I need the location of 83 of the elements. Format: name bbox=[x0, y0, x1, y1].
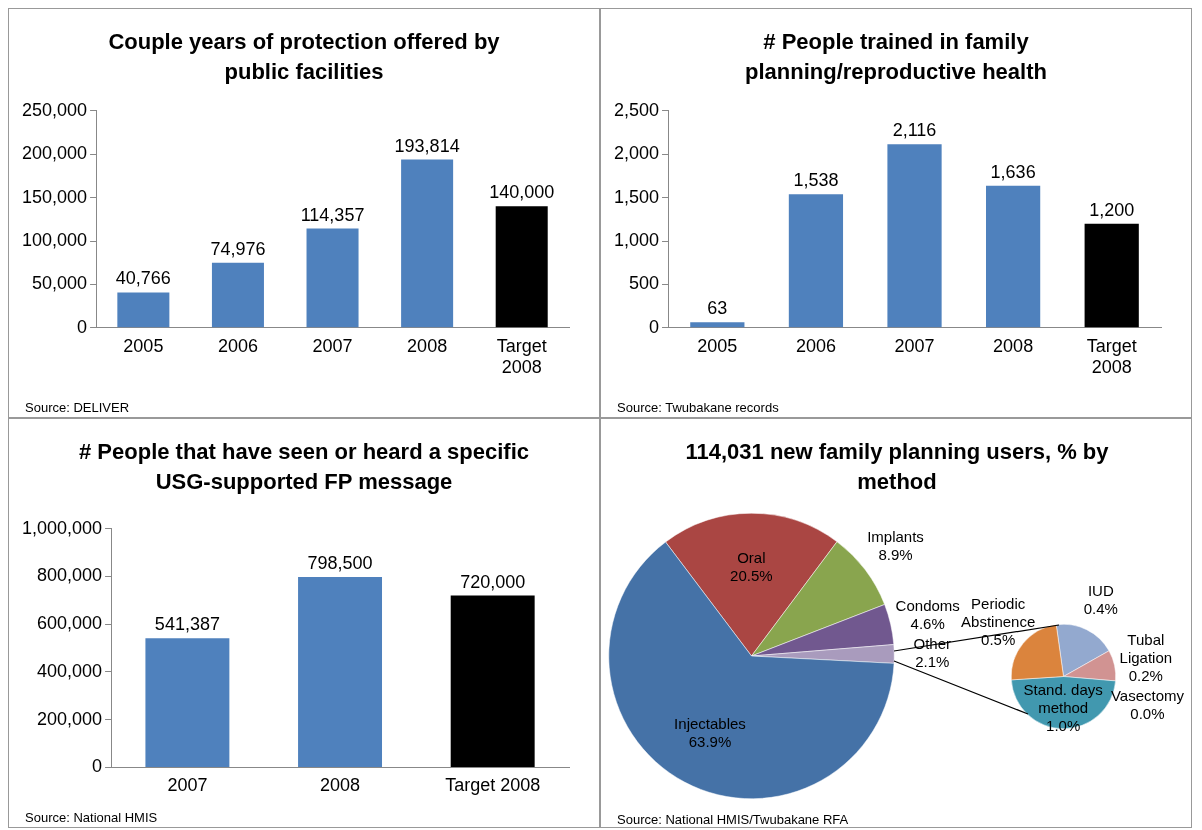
data-label: 0.4% bbox=[1083, 600, 1118, 618]
data-label: 798,500 bbox=[307, 552, 373, 573]
x-tick-label: 2008 bbox=[320, 775, 361, 796]
y-tick-label: 0 bbox=[92, 756, 103, 777]
data-label: 74,976 bbox=[210, 238, 266, 259]
y-tick-label: 2,500 bbox=[614, 99, 660, 120]
data-label: 0.5% bbox=[981, 631, 1016, 649]
bar bbox=[887, 144, 942, 328]
data-label: 63.9% bbox=[688, 733, 732, 751]
x-tick-label: Target 2008 bbox=[445, 775, 541, 796]
chart-title: Couple years of protection offered by public facilities bbox=[107, 28, 501, 86]
bar bbox=[145, 638, 230, 767]
data-label: 720,000 bbox=[460, 571, 526, 592]
slice-label: Injectables bbox=[674, 715, 746, 733]
y-tick-label: 0 bbox=[649, 316, 660, 337]
bar bbox=[788, 194, 844, 328]
y-tick-label: 500 bbox=[629, 273, 660, 294]
chart-title: # People trained in family planning/reproductive health bbox=[744, 28, 1048, 86]
x-tick-label: 2007 bbox=[894, 335, 935, 356]
chart-title: 114,031 new family planning users, % by method bbox=[684, 438, 1110, 496]
data-label: 2,116 bbox=[892, 120, 937, 141]
bar bbox=[986, 185, 1041, 328]
y-tick-label: 100,000 bbox=[21, 229, 88, 250]
y-tick-label: 600,000 bbox=[37, 613, 103, 634]
y-tick-label: 400,000 bbox=[37, 660, 103, 681]
slice-label: IUD bbox=[1087, 582, 1114, 600]
bar bbox=[298, 576, 383, 767]
data-label: 63 bbox=[707, 298, 728, 319]
category-label: Vasectomy bbox=[1110, 686, 1184, 704]
y-tick-label: 150,000 bbox=[21, 186, 88, 207]
y-tick-label: 50,000 bbox=[32, 273, 88, 294]
y-tick-label: 200,000 bbox=[21, 143, 88, 164]
data-label: 114,357 bbox=[300, 204, 365, 225]
slice-label: Condoms bbox=[895, 596, 960, 614]
bar bbox=[117, 292, 170, 328]
data-label: 1,636 bbox=[990, 161, 1036, 182]
y-tick-label: 800,000 bbox=[37, 565, 103, 586]
bar bbox=[450, 595, 535, 767]
x-tick-label: 2007 bbox=[167, 775, 208, 796]
slice-label: Periodic Abstinence bbox=[961, 595, 1036, 631]
x-tick-label: 2007 bbox=[312, 335, 353, 356]
x-tick-label: 2006 bbox=[795, 335, 836, 356]
x-tick-label: 2008 bbox=[407, 335, 448, 356]
data-label: 541,387 bbox=[154, 614, 220, 635]
bar bbox=[401, 159, 454, 328]
x-tick-label: 2005 bbox=[123, 335, 164, 356]
y-tick-label: 2,000 bbox=[614, 143, 660, 164]
source-note: Source: Twubakane records bbox=[617, 400, 779, 415]
slice-label: Stand. days method bbox=[1023, 681, 1103, 717]
data-label: 193,814 bbox=[394, 135, 460, 156]
x-tick-label: Target 2008 bbox=[496, 335, 547, 378]
y-tick-label: 250,000 bbox=[21, 99, 88, 120]
bar bbox=[306, 228, 359, 328]
data-label: 1,200 bbox=[1089, 199, 1135, 220]
y-tick-label: 1,000 bbox=[614, 229, 660, 250]
bar bbox=[1084, 223, 1139, 328]
bar bbox=[495, 206, 548, 328]
slice-label: Oral bbox=[737, 548, 766, 566]
y-tick-label: 0 bbox=[77, 316, 88, 337]
x-tick-label: Target 2008 bbox=[1086, 335, 1137, 378]
text: 0.0% bbox=[1130, 704, 1165, 722]
source-note: Source: National HMIS/Twubakane RFA bbox=[617, 812, 849, 827]
slice-label: Tubal Ligation bbox=[1119, 630, 1173, 666]
data-label: 20.5% bbox=[730, 566, 773, 584]
y-tick-label: 1,500 bbox=[614, 186, 660, 207]
data-label: 1,538 bbox=[793, 170, 839, 191]
source-note: Source: National HMIS bbox=[25, 810, 158, 825]
data-label: 140,000 bbox=[489, 182, 555, 203]
data-label: 40,766 bbox=[115, 268, 171, 289]
y-tick-label: 1,000,000 bbox=[22, 517, 103, 538]
data-label: 8.9% bbox=[878, 545, 913, 563]
bar bbox=[211, 262, 264, 328]
source-note: Source: DELIVER bbox=[25, 400, 130, 415]
x-tick-label: 2006 bbox=[217, 335, 258, 356]
slice-label: Implants bbox=[867, 527, 924, 545]
data-label: 0.2% bbox=[1128, 666, 1163, 684]
y-tick-label: 200,000 bbox=[37, 708, 103, 729]
chart-title: # People that have seen or heard a specific USG-supported FP message bbox=[78, 438, 530, 496]
x-tick-label: 2008 bbox=[993, 335, 1034, 356]
data-label: 2.1% bbox=[915, 652, 950, 670]
data-label: 4.6% bbox=[910, 614, 945, 632]
x-tick-label: 2005 bbox=[697, 335, 738, 356]
bar bbox=[690, 322, 745, 328]
